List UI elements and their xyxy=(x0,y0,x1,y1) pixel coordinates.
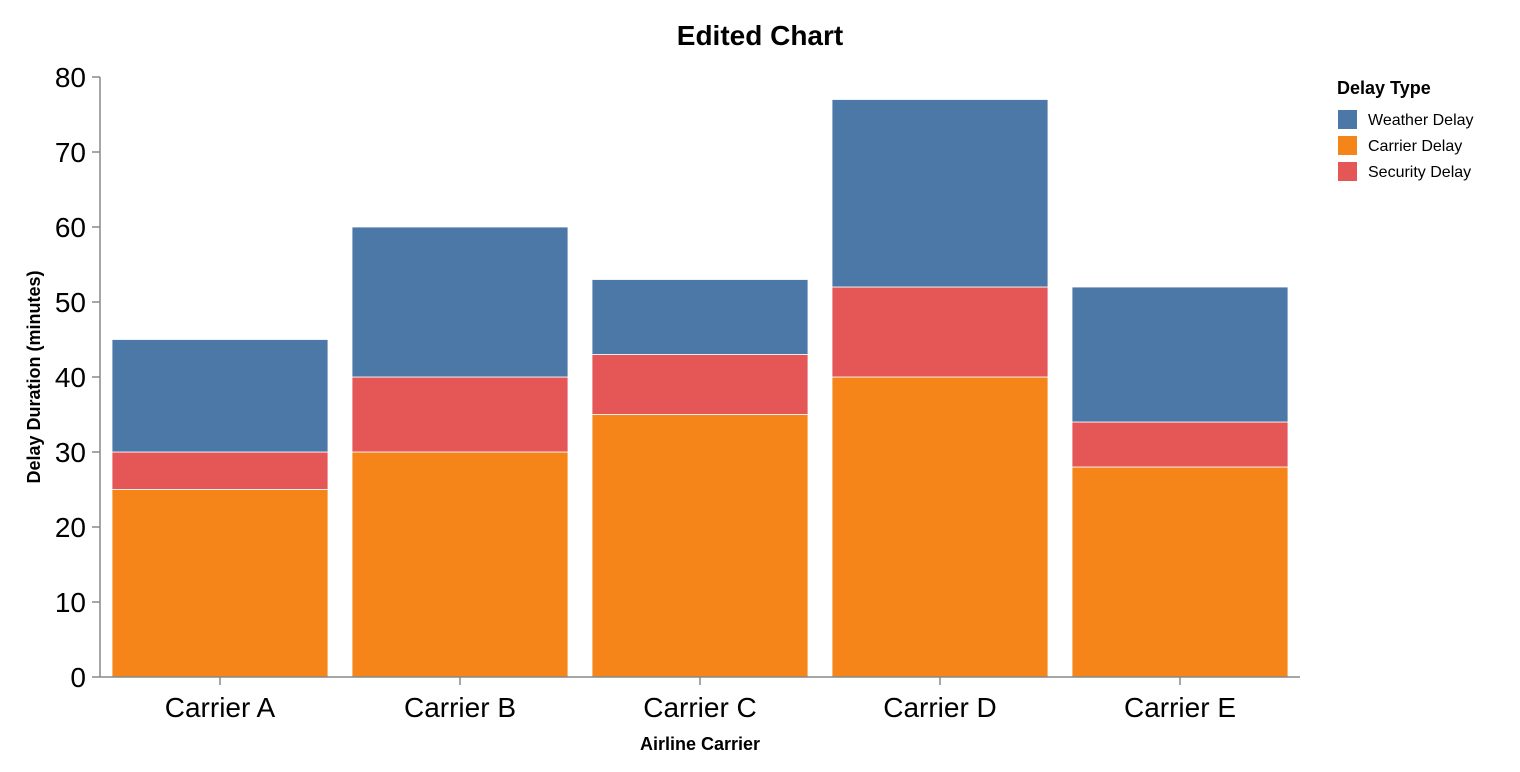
y-tick-label: 30 xyxy=(55,437,86,468)
x-tick-label: Carrier C xyxy=(643,692,757,723)
legend-swatch xyxy=(1338,162,1357,181)
bar-segment[interactable] xyxy=(1071,466,1289,678)
bar-segment[interactable] xyxy=(591,354,809,415)
y-tick-label: 10 xyxy=(55,587,86,618)
legend-swatch xyxy=(1338,136,1357,155)
legend-label: Weather Delay xyxy=(1368,112,1474,129)
x-axis-ticks: Carrier A Carrier B Carrier C Carrier D Carr… xyxy=(165,677,1236,723)
y-tick-label: 70 xyxy=(55,137,86,168)
bar-segment[interactable] xyxy=(111,451,329,490)
y-tick-label: 20 xyxy=(55,512,86,543)
legend: Delay Type Weather Delay Carrier Delay Sec… xyxy=(1337,78,1474,181)
bar-segment[interactable] xyxy=(1071,421,1289,468)
bar-segment[interactable] xyxy=(1071,286,1289,423)
y-tick-label: 60 xyxy=(55,212,86,243)
bar-segment[interactable] xyxy=(351,376,569,453)
legend-title: Delay Type xyxy=(1337,78,1431,98)
y-tick-label: 50 xyxy=(55,287,86,318)
y-tick-label: 80 xyxy=(55,62,86,93)
x-tick-label: Carrier E xyxy=(1124,692,1236,723)
bars-layer xyxy=(111,99,1289,678)
legend-label: Security Delay xyxy=(1368,164,1471,181)
bar-segment[interactable] xyxy=(831,376,1049,678)
y-tick-label: 40 xyxy=(55,362,86,393)
bar-segment[interactable] xyxy=(831,99,1049,288)
y-axis-title: Delay Duration (minutes) xyxy=(24,270,44,483)
x-tick-label: Carrier B xyxy=(404,692,516,723)
bar-segment[interactable] xyxy=(351,451,569,678)
y-tick-label: 0 xyxy=(70,662,86,693)
bar-segment[interactable] xyxy=(831,286,1049,378)
bar-segment[interactable] xyxy=(591,279,809,355)
legend-label: Carrier Delay xyxy=(1368,138,1462,155)
x-tick-label: Carrier A xyxy=(165,692,276,723)
y-axis-ticks: 0 10 20 30 40 50 60 70 80 xyxy=(55,62,100,693)
legend-items: Weather Delay Carrier Delay Security Delay xyxy=(1338,110,1474,181)
chart-title: Edited Chart xyxy=(677,20,843,51)
legend-swatch xyxy=(1338,110,1357,129)
bar-segment[interactable] xyxy=(111,489,329,678)
x-axis-title: Airline Carrier xyxy=(640,734,760,754)
x-tick-label: Carrier D xyxy=(883,692,997,723)
bar-segment[interactable] xyxy=(351,226,569,378)
bar-segment[interactable] xyxy=(591,414,809,678)
bar-segment[interactable] xyxy=(111,339,329,453)
